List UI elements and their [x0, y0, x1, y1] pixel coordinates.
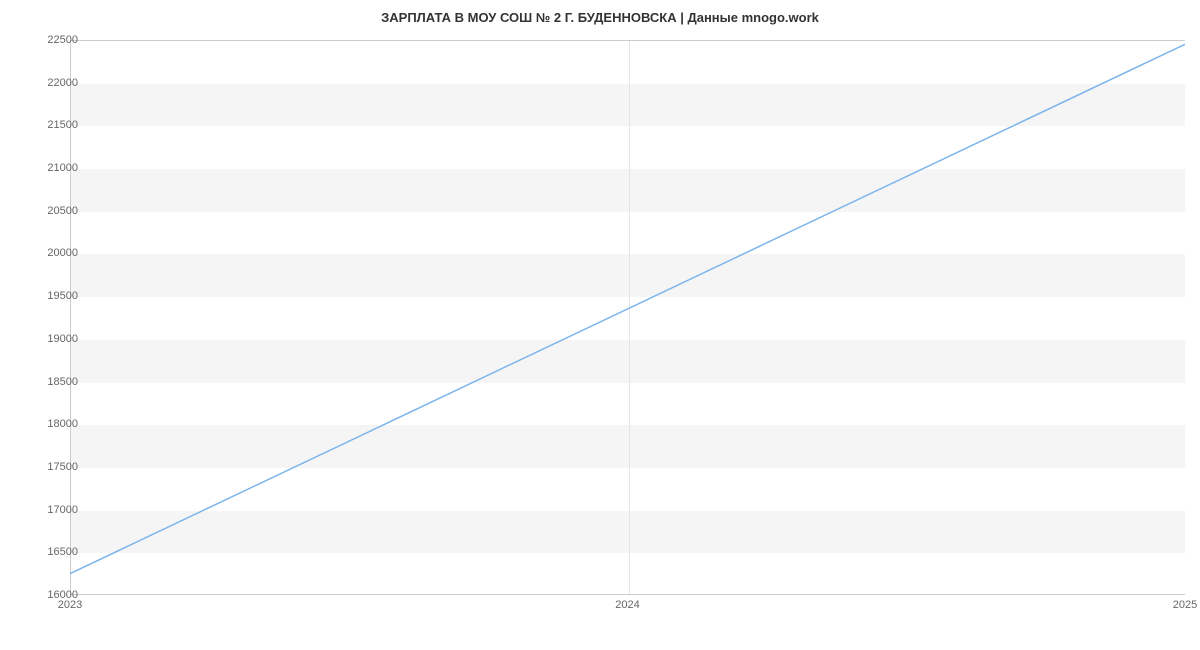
- y-axis-tick-label: 17000: [28, 504, 78, 516]
- y-axis-tick-label: 17500: [28, 461, 78, 473]
- y-axis-tick-label: 22500: [28, 34, 78, 46]
- y-axis-tick-label: 20000: [28, 247, 78, 259]
- y-axis-tick-label: 19000: [28, 333, 78, 345]
- y-axis-tick-label: 21500: [28, 119, 78, 131]
- y-axis-tick-label: 20500: [28, 205, 78, 217]
- chart-plot-area: [70, 40, 1185, 595]
- y-axis-tick-label: 19500: [28, 290, 78, 302]
- x-axis-tick-label: 2024: [615, 599, 639, 611]
- y-axis-tick-label: 18000: [28, 418, 78, 430]
- y-axis-tick-label: 18500: [28, 376, 78, 388]
- x-axis-tick-label: 2023: [58, 599, 82, 611]
- chart-line: [70, 40, 1185, 595]
- y-axis-tick-label: 21000: [28, 162, 78, 174]
- y-axis-tick-label: 22000: [28, 77, 78, 89]
- data-line: [70, 44, 1185, 573]
- x-axis-tick-label: 2025: [1173, 599, 1197, 611]
- y-axis-tick-label: 16500: [28, 546, 78, 558]
- chart-title: ЗАРПЛАТА В МОУ СОШ № 2 Г. БУДЕННОВСКА | …: [0, 0, 1200, 25]
